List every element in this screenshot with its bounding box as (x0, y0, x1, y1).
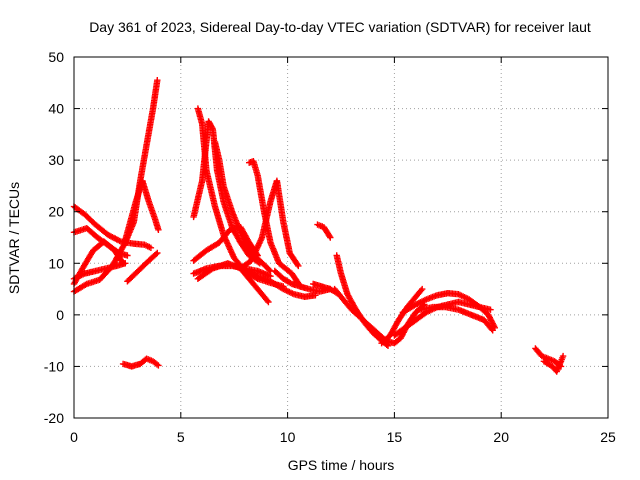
series-arc-11 (211, 138, 274, 275)
data-point (124, 252, 131, 259)
x-tick-label: 10 (280, 429, 296, 445)
data-point (153, 361, 161, 368)
y-tick-label: 20 (48, 204, 64, 220)
data-point (489, 327, 496, 334)
grid-lines (74, 57, 608, 418)
series-arc-6 (124, 249, 161, 285)
data-point (152, 250, 160, 258)
series-arc-28 (540, 352, 567, 375)
data-point (487, 306, 494, 313)
data-marks (70, 77, 567, 375)
x-tick-label: 20 (493, 429, 509, 445)
axis-ticks: 0 5 10 15 20 25 -20 -10 0 10 20 30 40 50 (44, 49, 616, 445)
y-tick-label: 0 (56, 307, 64, 323)
data-point (327, 234, 334, 241)
data-point (265, 298, 272, 306)
data-point (488, 325, 495, 333)
y-tick-label: -10 (44, 358, 64, 374)
y-tick-label: -20 (44, 410, 64, 426)
series-arc-27 (532, 345, 565, 370)
y-tick-label: 50 (48, 49, 64, 65)
series-arc-8 (119, 355, 162, 370)
series-arc-26 (416, 303, 496, 334)
data-point (154, 77, 161, 84)
x-tick-label: 15 (387, 429, 403, 445)
data-point (326, 233, 333, 240)
x-tick-label: 0 (70, 429, 78, 445)
x-tick-label: 25 (600, 429, 616, 445)
y-tick-label: 10 (48, 255, 64, 271)
series-arc-5 (70, 260, 129, 282)
data-point (264, 297, 271, 304)
data-point (154, 249, 161, 257)
series-arc-25 (399, 290, 498, 331)
series-arc-17 (241, 267, 319, 300)
series-arc-15 (237, 177, 302, 272)
data-point (559, 352, 567, 360)
series-arc-18 (271, 267, 334, 295)
x-axis-label: GPS time / hours (288, 457, 395, 473)
data-point (295, 262, 302, 270)
data-point (82, 281, 89, 288)
y-axis-label: SDTVAR / TECUs (6, 182, 22, 294)
series-arc-23 (378, 285, 426, 347)
data-point (294, 261, 301, 268)
y-tick-label: 40 (48, 101, 64, 117)
data-point (266, 266, 273, 274)
data-point (155, 226, 162, 233)
data-point (147, 244, 155, 251)
plot-frame (73, 56, 609, 419)
data-point (116, 237, 123, 245)
series-arc-16 (194, 260, 272, 306)
x-tick-label: 5 (177, 429, 185, 445)
series-arc-19 (314, 221, 334, 241)
y-tick-label: 30 (48, 152, 64, 168)
chart-title: Day 361 of 2023, Sidereal Day-to-day VTE… (89, 19, 591, 35)
series-arc-7 (122, 177, 162, 244)
data-point (122, 260, 129, 267)
data-point (417, 287, 425, 294)
data-point (155, 362, 162, 369)
data-point (419, 285, 426, 293)
series-arc-12 (190, 224, 261, 264)
series-arc-1 (70, 203, 155, 251)
